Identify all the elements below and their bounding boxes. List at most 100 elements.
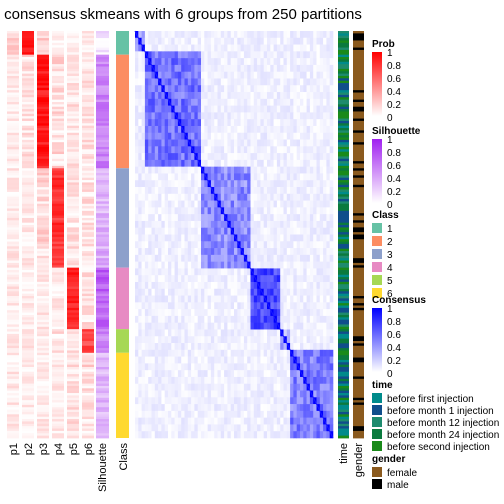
- prob-cell: [7, 196, 19, 200]
- consensus-cell: [210, 78, 215, 86]
- prob-cell: [37, 234, 49, 238]
- consensus-cell: [214, 64, 218, 72]
- consensus-cell: [237, 343, 241, 351]
- consensus-cell: [144, 220, 149, 229]
- consensus-cell: [210, 268, 215, 276]
- consensus-cell: [326, 268, 330, 276]
- consensus-cell: [191, 309, 195, 317]
- consensus-cell: [303, 105, 307, 113]
- consensus-cell: [201, 417, 205, 425]
- consensus-cell: [316, 37, 321, 45]
- prob-cell: [37, 146, 49, 150]
- consensus-cell: [263, 281, 268, 290]
- prob-cell: [67, 241, 79, 245]
- consensus-cell: [286, 349, 291, 357]
- prob-cell: [67, 75, 79, 79]
- prob-cell: [67, 201, 79, 205]
- silhouette-cell: [96, 331, 109, 335]
- prob-cell: [22, 300, 34, 304]
- consensus-cell: [234, 64, 238, 72]
- consensus-cell: [210, 390, 215, 398]
- consensus-cell: [247, 424, 251, 432]
- consensus-cell: [313, 410, 317, 418]
- consensus-cell: [191, 173, 195, 181]
- consensus-cell: [171, 220, 175, 229]
- prob-cell: [82, 397, 94, 401]
- time-cell: [338, 196, 349, 200]
- consensus-cell: [326, 85, 330, 93]
- prob-cell: [7, 139, 19, 143]
- consensus-cell: [313, 370, 317, 378]
- consensus-cell: [217, 281, 222, 290]
- prob-cell: [22, 111, 34, 115]
- consensus-cell: [184, 71, 189, 79]
- consensus-cell: [184, 207, 189, 215]
- consensus-cell: [316, 58, 321, 66]
- prob-cell: [67, 94, 79, 98]
- consensus-cell: [151, 92, 156, 100]
- silhouette-cell: [96, 348, 109, 351]
- consensus-cell: [151, 44, 156, 52]
- silhouette-cell: [96, 170, 109, 174]
- prob-cell: [37, 433, 49, 437]
- consensus-cell: [168, 417, 172, 425]
- consensus-cell: [273, 132, 278, 140]
- consensus-cell: [316, 207, 321, 215]
- consensus-cell: [257, 315, 261, 323]
- time-cell: [338, 371, 349, 375]
- consensus-cell: [319, 92, 324, 100]
- consensus-cell: [204, 288, 208, 296]
- consensus-cell: [141, 281, 146, 290]
- consensus-cell: [323, 146, 327, 154]
- consensus-cell: [217, 410, 222, 418]
- consensus-cell: [154, 268, 159, 276]
- consensus-cell: [177, 302, 182, 310]
- consensus-cell: [263, 254, 268, 262]
- consensus-cell: [204, 417, 208, 425]
- class-block: [116, 31, 129, 55]
- consensus-cell: [326, 51, 330, 59]
- consensus-cell: [303, 383, 307, 391]
- consensus-cell: [316, 261, 321, 269]
- consensus-cell: [210, 383, 215, 391]
- silhouette-cell: [96, 296, 109, 299]
- consensus-cell: [197, 153, 202, 161]
- consensus-cell: [270, 268, 274, 276]
- consensus-cell: [141, 370, 146, 378]
- consensus-cell: [220, 220, 225, 229]
- consensus-cell: [303, 227, 307, 235]
- consensus-cell: [263, 268, 268, 276]
- consensus-cell: [144, 376, 149, 385]
- consensus-cell: [214, 356, 218, 364]
- consensus-cell: [247, 383, 251, 391]
- prob-cell: [7, 156, 19, 160]
- consensus-cell: [191, 363, 195, 371]
- consensus-cell: [250, 417, 255, 425]
- prob-cell: [52, 291, 64, 295]
- time-cell: [338, 253, 349, 257]
- consensus-cell: [191, 64, 195, 72]
- prob-cell: [22, 286, 34, 290]
- consensus-cell: [267, 85, 271, 93]
- consensus-cell: [217, 85, 222, 93]
- prob-cell: [22, 116, 34, 119]
- consensus-cell: [293, 125, 297, 134]
- consensus-cell: [250, 64, 255, 72]
- consensus-cell: [220, 214, 225, 222]
- prob-cell: [67, 260, 79, 264]
- consensus-cell: [303, 85, 307, 93]
- consensus-cell: [151, 275, 156, 283]
- consensus-cell: [161, 214, 165, 222]
- prob-cell: [52, 194, 64, 198]
- time-cell: [338, 419, 349, 422]
- consensus-cell: [181, 51, 185, 59]
- consensus-cell: [135, 207, 139, 215]
- consensus-cell: [177, 268, 182, 276]
- consensus-cell: [290, 390, 294, 398]
- prob-cell: [67, 336, 79, 340]
- consensus-cell: [250, 261, 255, 269]
- prob-cell: [22, 161, 34, 164]
- consensus-cell: [286, 159, 291, 167]
- consensus-cell: [148, 431, 152, 439]
- prob-cell: [82, 120, 94, 124]
